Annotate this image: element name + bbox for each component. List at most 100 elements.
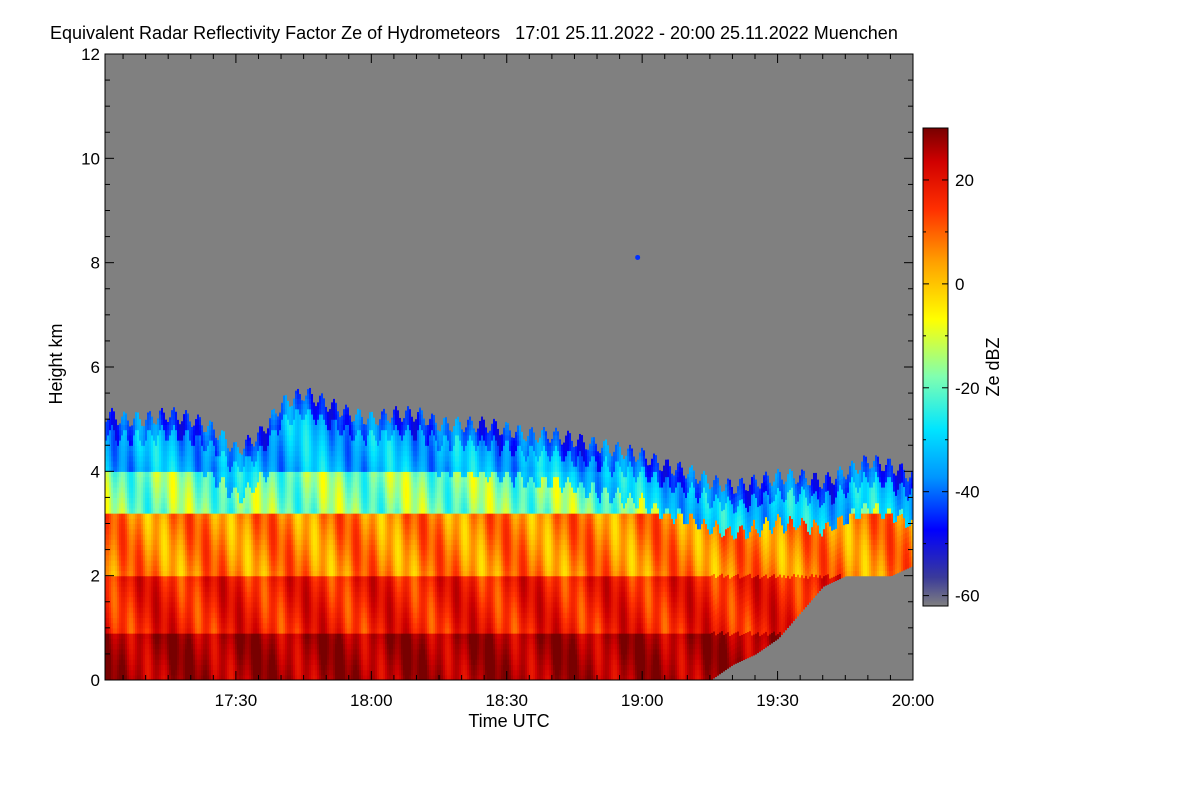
echo-cell	[267, 492, 269, 499]
echo-cell	[195, 633, 197, 639]
echo-cell	[239, 560, 241, 566]
echo-cell	[217, 502, 219, 509]
echo-cell	[263, 591, 265, 598]
echo-cell	[259, 455, 261, 462]
echo-cell	[219, 450, 221, 457]
echo-cell	[169, 440, 171, 446]
echo-cell	[205, 431, 207, 436]
echo-cell	[165, 471, 167, 478]
echo-cell	[211, 674, 213, 680]
echo-cell	[247, 622, 249, 629]
echo-cell	[297, 429, 299, 436]
echo-cell	[207, 669, 209, 676]
echo-cell	[125, 669, 127, 676]
echo-cell	[171, 471, 173, 478]
echo-cell	[133, 627, 135, 634]
echo-cell	[119, 507, 121, 514]
echo-cell	[131, 674, 133, 680]
echo-cell	[285, 492, 287, 499]
echo-cell	[147, 476, 149, 483]
echo-cell	[173, 539, 175, 545]
echo-cell	[173, 565, 175, 572]
echo-cell	[303, 659, 305, 665]
echo-cell	[253, 471, 255, 478]
echo-cell	[193, 570, 195, 577]
echo-cell	[245, 570, 247, 577]
echo-cell	[297, 659, 299, 665]
echo-cell	[127, 653, 129, 660]
echo-cell	[193, 523, 195, 530]
echo-cell	[169, 445, 171, 452]
echo-cell	[167, 421, 169, 425]
echo-cell	[123, 544, 125, 551]
echo-cell	[155, 596, 157, 603]
echo-cell	[271, 560, 273, 566]
echo-cell	[287, 627, 289, 634]
echo-cell	[197, 414, 199, 420]
echo-cell	[105, 466, 107, 472]
echo-cell	[231, 476, 233, 483]
echo-cell	[231, 643, 233, 650]
echo-cell	[277, 523, 279, 530]
echo-cell	[153, 423, 155, 425]
echo-cell	[115, 560, 117, 566]
echo-cell	[287, 565, 289, 572]
echo-cell	[191, 622, 193, 629]
echo-cell	[275, 596, 277, 603]
echo-cell	[247, 539, 249, 545]
echo-cell	[121, 434, 123, 441]
echo-cell	[157, 664, 159, 671]
echo-cell	[173, 575, 175, 582]
echo-cell	[147, 507, 149, 514]
echo-cell	[183, 627, 185, 634]
echo-cell	[227, 507, 229, 514]
echo-cell	[199, 653, 201, 660]
echo-cell	[273, 513, 275, 519]
echo-cell	[209, 471, 211, 478]
echo-cell	[281, 413, 283, 420]
echo-cell	[263, 518, 265, 525]
echo-cell	[165, 460, 167, 467]
echo-cell	[297, 388, 299, 394]
echo-cell	[235, 560, 237, 566]
echo-cell	[173, 648, 175, 655]
echo-cell	[213, 502, 215, 509]
echo-cell	[233, 502, 235, 509]
echo-cell	[241, 554, 243, 561]
echo-cell	[165, 612, 167, 618]
echo-cell	[283, 544, 285, 551]
echo-cell	[141, 674, 143, 680]
echo-cell	[187, 674, 189, 680]
echo-cell	[145, 659, 147, 665]
echo-cell	[147, 648, 149, 655]
echo-cell	[125, 648, 127, 655]
echo-cell	[143, 450, 145, 457]
echo-cell	[239, 596, 241, 603]
echo-cell	[223, 460, 225, 467]
echo-cell	[235, 445, 237, 452]
echo-cell	[203, 513, 205, 519]
echo-cell	[177, 648, 179, 655]
echo-cell	[175, 659, 177, 665]
echo-cell	[159, 664, 161, 671]
echo-cell	[117, 560, 119, 566]
echo-cell	[291, 606, 293, 613]
echo-cell	[121, 419, 123, 425]
echo-cell	[119, 560, 121, 566]
echo-cell	[245, 507, 247, 514]
echo-cell	[107, 612, 109, 618]
echo-cell	[251, 481, 253, 488]
echo-cell	[161, 476, 163, 483]
echo-cell	[217, 554, 219, 561]
echo-cell	[187, 539, 189, 545]
echo-cell	[133, 507, 135, 514]
echo-cell	[123, 659, 125, 665]
echo-cell	[295, 596, 297, 603]
echo-cell	[239, 653, 241, 660]
echo-cell	[259, 518, 261, 525]
echo-cell	[109, 471, 111, 478]
echo-cell	[273, 413, 275, 420]
echo-cell	[229, 455, 231, 462]
echo-cell	[199, 648, 201, 655]
echo-cell	[223, 481, 225, 488]
